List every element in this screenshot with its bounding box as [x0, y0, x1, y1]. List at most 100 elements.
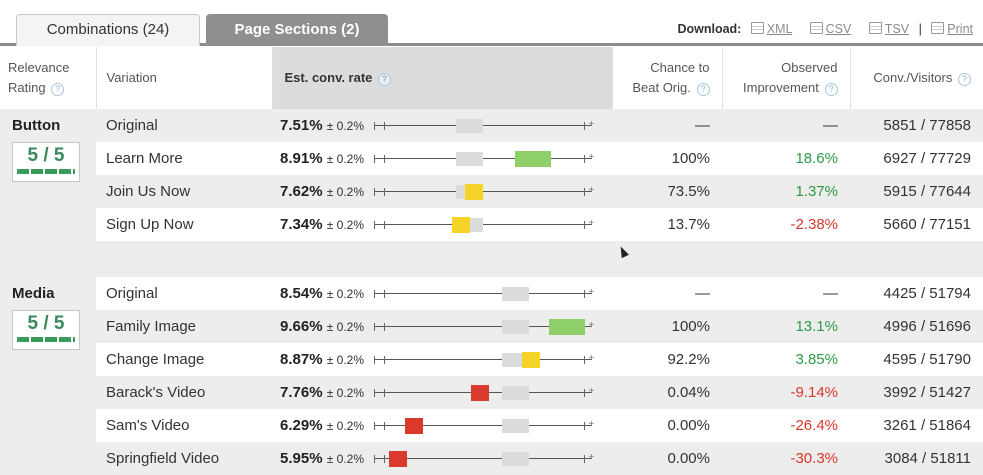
header-variation: Variation	[96, 47, 273, 109]
range-axis-end	[584, 421, 586, 430]
est-conv-rate-cell: 6.29% ± 0.2% +	[272, 409, 612, 442]
conv-rate-margin: ± 0.2%	[326, 418, 364, 433]
variation-name[interactable]: Learn More	[106, 150, 183, 167]
tab-page-sections[interactable]: Page Sections (2)	[206, 14, 388, 46]
variation-name[interactable]: Sign Up Now	[106, 216, 194, 233]
observed-improvement-value: -9.14%	[722, 376, 850, 409]
observed-improvement-value: 13.1%	[722, 310, 850, 343]
conv-rate-range-bar: +	[374, 416, 595, 436]
table-header-row: Relevance Rating ? Variation Est. conv. …	[0, 47, 983, 109]
section-spacer	[0, 241, 983, 277]
chance-to-beat-value: 100%	[612, 310, 722, 343]
range-axis-tick	[384, 421, 386, 430]
conv-rate-margin: ± 0.2%	[326, 319, 364, 334]
help-icon[interactable]: ?	[51, 83, 65, 96]
header-observed-improvement: Observed Improvement ?	[722, 47, 851, 109]
chance-to-beat-value: 0.00%	[667, 417, 710, 434]
range-axis-start	[374, 388, 376, 397]
section-title: Button	[12, 117, 61, 134]
range-axis-plus: +	[588, 451, 595, 463]
variation-range-marker	[389, 450, 408, 467]
variation-name[interactable]: Barack's Video	[96, 376, 272, 409]
help-icon[interactable]: ?	[696, 83, 710, 96]
range-axis-plus: +	[588, 151, 595, 163]
table-row[interactable]: Sign Up Now 7.34% ± 0.2% + 13.7% -2.38% …	[0, 208, 983, 241]
range-axis-start	[374, 154, 376, 163]
download-csv-link[interactable]: CSV	[825, 22, 852, 36]
conv-rate-value: 8.91%	[280, 149, 323, 167]
table-row[interactable]: Sam's Video 6.29% ± 0.2% + 0.00% -26.4% …	[0, 409, 983, 442]
conv-rate-range-bar: +	[374, 215, 594, 235]
table-row[interactable]: Family Image 9.66% ± 0.2% + 100% 13.1% 4…	[0, 310, 983, 343]
range-axis-tick	[384, 154, 386, 163]
observed-improvement-value: -2.38%	[790, 216, 838, 233]
range-axis-end	[584, 355, 586, 364]
variation-name[interactable]: Springfield Video	[96, 442, 272, 475]
table-row[interactable]: Springfield Video 5.95% ± 0.2% + 0.00% -…	[0, 442, 983, 475]
printer-icon	[931, 22, 945, 34]
conv-rate-range-bar: +	[374, 284, 594, 304]
conv-visitors-value: 5915 / 77644	[850, 175, 983, 208]
table-row[interactable]: Join Us Now 7.62% ± 0.2% + 73.5% 1.37% 5…	[0, 175, 983, 208]
conv-rate-margin: ± 0.2%	[326, 184, 364, 199]
variation-range-marker	[452, 216, 471, 233]
table-row[interactable]: Barack's Video 7.76% ± 0.2% + 0.04% -9.1…	[0, 376, 983, 409]
chance-to-beat-value: 100%	[671, 150, 710, 167]
table-row[interactable]: Media 5 / 5 Original 8.54% ± 0.2% +	[0, 277, 983, 475]
chance-to-beat-value: 92.2%	[667, 351, 710, 368]
variation-name[interactable]: Sam's Video	[106, 417, 190, 434]
table-body: Button 5 / 5 Original 7.51% ± 0.2% +	[0, 109, 983, 475]
print-link[interactable]: Print	[947, 22, 973, 36]
range-axis	[374, 191, 593, 192]
variation-name[interactable]: Original	[96, 109, 272, 142]
variation-name[interactable]: Join Us Now	[96, 175, 272, 208]
range-axis-end	[584, 289, 586, 298]
conv-rate-margin: ± 0.2%	[326, 217, 364, 232]
conv-visitors-value: 4595 / 51790	[883, 351, 971, 368]
range-axis-start	[374, 421, 376, 430]
chance-to-beat-value: 13.7%	[667, 216, 710, 233]
conv-visitors-value: 4996 / 51696	[850, 310, 983, 343]
range-axis-plus: +	[588, 385, 595, 397]
range-axis-tick	[384, 322, 386, 331]
conv-rate-margin: ± 0.2%	[326, 352, 364, 367]
original-range-marker	[456, 151, 484, 166]
est-conv-rate-cell: 7.51% ± 0.2% +	[272, 109, 612, 142]
range-axis-tick	[384, 220, 386, 229]
variation-range-marker	[515, 150, 552, 167]
csv-file-icon	[809, 22, 823, 34]
help-icon[interactable]: ?	[378, 72, 392, 86]
conv-rate-value: 5.95%	[280, 449, 323, 467]
tab-combinations[interactable]: Combinations (24)	[16, 14, 200, 46]
variation-name[interactable]: Change Image	[106, 351, 205, 368]
chance-to-beat-value: —	[695, 285, 710, 302]
range-axis-tick	[384, 388, 386, 397]
conv-rate-range-bar: +	[374, 383, 595, 403]
conv-rate-range-bar: +	[374, 182, 594, 202]
conv-rate-margin: ± 0.2%	[326, 451, 364, 466]
conv-visitors-value: 5660 / 77151	[883, 216, 971, 233]
table-row[interactable]: Learn More 8.91% ± 0.2% + 100% 18.6% 692…	[0, 142, 983, 175]
variation-name[interactable]: Original	[106, 285, 158, 302]
help-icon[interactable]: ?	[958, 72, 971, 86]
range-axis	[374, 293, 593, 294]
conv-visitors-value: 6927 / 77729	[883, 150, 971, 167]
table-row[interactable]: Button 5 / 5 Original 7.51% ± 0.2% +	[0, 109, 983, 241]
range-axis-end	[584, 121, 586, 130]
range-axis-start	[374, 220, 376, 229]
tsv-file-icon	[868, 22, 882, 34]
original-range-marker	[502, 385, 530, 400]
download-tsv-link[interactable]: TSV	[884, 22, 910, 36]
conv-rate-range-bar: +	[374, 116, 594, 136]
table-row[interactable]: Change Image 8.87% ± 0.2% + 92.2% 3.85% …	[0, 343, 983, 376]
section-cell: Button 5 / 5	[0, 109, 96, 241]
range-axis-plus: +	[588, 418, 595, 430]
help-icon[interactable]: ?	[824, 83, 838, 96]
variation-range-marker	[465, 183, 484, 200]
range-axis-start	[374, 289, 376, 298]
range-axis-tick	[384, 355, 386, 364]
xml-file-icon	[750, 22, 764, 34]
download-xml-link[interactable]: XML	[766, 22, 793, 36]
header-est-conv-rate[interactable]: Est. conv. rate ?	[272, 47, 613, 109]
variation-name[interactable]: Family Image	[96, 310, 272, 343]
